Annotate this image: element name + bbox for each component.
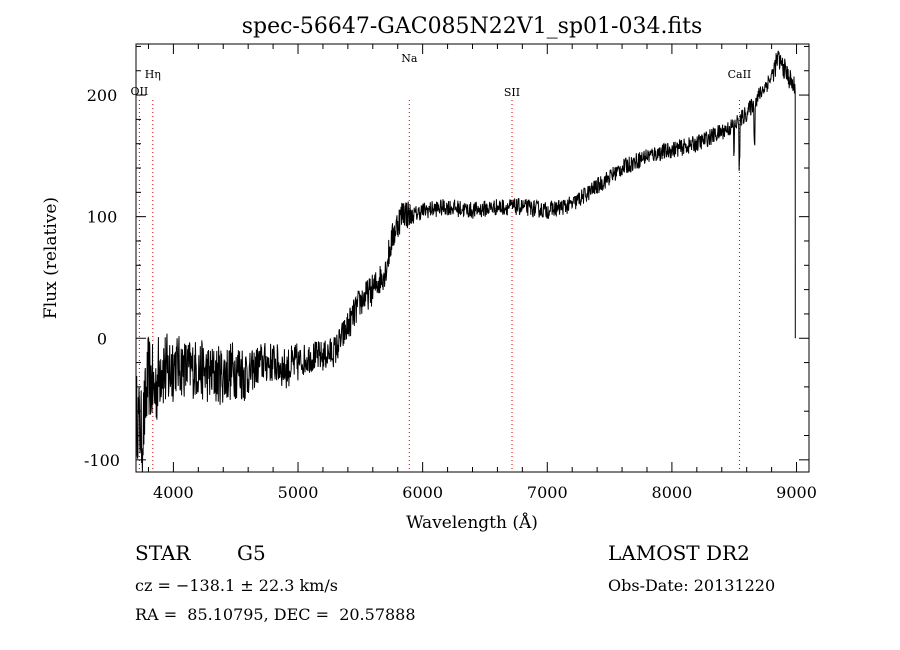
survey-name: LAMOST DR2 xyxy=(608,541,750,565)
marker-label-3: SII xyxy=(504,86,520,99)
y-axis-label: Flux (relative) xyxy=(41,197,61,319)
x-tick-label-7000: 7000 xyxy=(527,483,568,502)
spectral-subclass: G5 xyxy=(237,541,266,565)
axis-ticks: 4000 5000 6000 7000 8000 9000 -100 0 100 200 xyxy=(84,44,817,502)
x-tick-label-9000: 9000 xyxy=(776,483,817,502)
line-markers: Hη OII Na SII CaII xyxy=(131,52,752,472)
obs-date-line: Obs-Date: 20131220 xyxy=(608,576,776,595)
coordinates-line: RA = 85.10795, DEC = 20.57888 xyxy=(135,605,416,624)
x-tick-label-5000: 5000 xyxy=(278,483,319,502)
x-tick-label-4000: 4000 xyxy=(153,483,194,502)
x-axis-label: Wavelength (Å) xyxy=(406,512,538,533)
spectrum-line xyxy=(135,50,796,473)
plot-frame xyxy=(135,43,810,473)
chart-title: spec-56647-GAC085N22V1_sp01-034.fits xyxy=(242,14,703,39)
marker-label-0: Hη xyxy=(145,68,161,81)
marker-label-2: Na xyxy=(401,52,418,65)
x-tick-label-8000: 8000 xyxy=(652,483,693,502)
y-tick-label-200: 200 xyxy=(87,86,118,105)
marker-label-1: OII xyxy=(131,85,149,98)
y-tick-label-100: 100 xyxy=(87,208,118,227)
redshift-line: cz = −138.1 ± 22.3 km/s xyxy=(135,576,338,595)
y-tick-label-0: 0 xyxy=(97,329,107,348)
marker-label-4: CaII xyxy=(728,68,752,81)
x-tick-label-6000: 6000 xyxy=(402,483,443,502)
object-class: STAR xyxy=(135,541,191,565)
y-tick-label--100: -100 xyxy=(84,451,120,470)
